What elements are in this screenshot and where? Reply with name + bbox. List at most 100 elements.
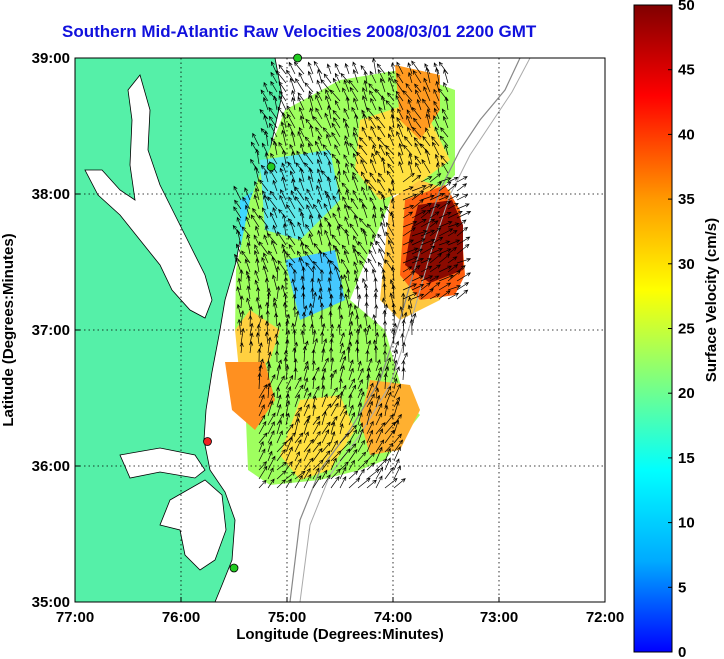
- velocity-arrow: [261, 256, 269, 273]
- velocity-arrow: [321, 357, 329, 372]
- velocity-arrow: [348, 378, 355, 390]
- velocity-arrow: [357, 360, 362, 372]
- velocity-arrow: [406, 109, 413, 120]
- velocity-arrow: [354, 113, 359, 129]
- velocity-arrow: [421, 158, 431, 174]
- velocity-arrow: [291, 278, 296, 291]
- velocity-arrow: [240, 327, 245, 345]
- velocity-arrow: [331, 234, 341, 246]
- velocity-arrow: [357, 422, 363, 435]
- velocity-arrow: [374, 287, 379, 300]
- velocity-arrow: [272, 179, 278, 192]
- velocity-arrow: [328, 310, 333, 327]
- velocity-arrow: [447, 256, 458, 264]
- velocity-arrow: [349, 86, 359, 102]
- velocity-arrow: [347, 205, 359, 219]
- velocity-arrow: [381, 297, 386, 309]
- isobath-line: [299, 58, 531, 602]
- velocity-arrow: [293, 61, 305, 75]
- velocity-arrow: [353, 269, 359, 282]
- velocity-arrow: [344, 122, 350, 138]
- velocity-arrow: [258, 420, 267, 435]
- velocity-arrow: [329, 372, 334, 390]
- velocity-arrow: [438, 221, 453, 228]
- velocity-arrow: [384, 478, 398, 489]
- velocity-arrow: [292, 329, 297, 345]
- velocity-arrow: [330, 431, 336, 444]
- velocity-arrow: [288, 243, 296, 255]
- velocity-arrow: [429, 236, 444, 246]
- velocity-arrow: [442, 115, 449, 129]
- velocity-arrow: [366, 420, 374, 435]
- velocity-arrow: [339, 332, 345, 345]
- velocity-arrow: [345, 189, 350, 201]
- velocity-arrow: [407, 71, 413, 84]
- velocity-arrow: [434, 67, 440, 84]
- velocity-arrow: [303, 162, 314, 174]
- velocity-arrow: [393, 322, 398, 336]
- velocity-arrow: [294, 474, 303, 489]
- velocity-arrow: [313, 203, 323, 219]
- velocity-arrow: [291, 96, 296, 111]
- velocity-arrow: [408, 296, 413, 309]
- velocity-arrow: [339, 432, 350, 444]
- velocity-arrow: [341, 182, 350, 192]
- velocity-arrow: [235, 257, 242, 273]
- velocity-arrow: [378, 190, 386, 201]
- velocity-arrow: [236, 243, 242, 255]
- velocity-arrow: [349, 223, 359, 237]
- velocity-arrow: [393, 446, 401, 462]
- velocity-arrow: [294, 439, 302, 453]
- velocity-arrow: [258, 394, 265, 408]
- velocity-arrow: [366, 468, 380, 480]
- velocity-arrow: [352, 189, 359, 201]
- velocity-arrow: [269, 122, 278, 138]
- velocity-arrow: [368, 135, 377, 147]
- y-tick-label: 37:00: [32, 322, 70, 339]
- velocity-arrow: [344, 135, 350, 147]
- velocity-arrow: [293, 367, 298, 381]
- velocity-arrow: [303, 473, 312, 489]
- velocity-arrow: [330, 357, 335, 372]
- velocity-arrow: [415, 162, 422, 174]
- colorbar: [633, 4, 673, 653]
- velocity-arrow: [456, 236, 471, 246]
- velocity-arrow: [278, 141, 287, 156]
- velocity-arrow: [342, 87, 350, 102]
- colorbar-tick-label: 50: [678, 0, 695, 14]
- velocity-arrow: [348, 429, 358, 444]
- velocity-arrow: [401, 319, 406, 336]
- velocity-arrow: [411, 199, 424, 210]
- velocity-arrow: [294, 451, 300, 462]
- velocity-arrow: [377, 233, 386, 246]
- velocity-arrow: [269, 190, 278, 201]
- velocity-arrow: [378, 248, 386, 264]
- velocity-arrow: [377, 125, 386, 138]
- velocity-arrow: [456, 183, 468, 192]
- velocity-arrow: [290, 131, 296, 147]
- velocity-arrow: [381, 268, 386, 282]
- colorbar-tick-label: 40: [678, 126, 695, 143]
- velocity-arrow: [366, 382, 374, 399]
- velocity-arrow: [420, 288, 434, 300]
- velocity-arrow: [350, 162, 359, 174]
- velocity-arrow: [375, 458, 388, 471]
- velocity-arrow: [249, 332, 254, 345]
- velocity-arrow: [244, 258, 251, 273]
- velocity-arrow: [344, 293, 350, 309]
- velocity-arrow: [297, 236, 305, 246]
- velocity-arrow: [327, 277, 332, 291]
- velocity-arrow: [331, 153, 341, 165]
- velocity-arrow: [339, 423, 344, 435]
- velocity-arrow: [303, 467, 311, 480]
- colorbar-label: Surface Velocity (cm/s): [703, 218, 720, 382]
- velocity-arrow: [402, 211, 414, 219]
- velocity-arrow: [411, 264, 421, 273]
- velocity-arrow: [358, 144, 368, 156]
- velocity-arrow: [303, 448, 311, 462]
- velocity-arrow: [253, 234, 260, 246]
- velocity-arrow: [303, 457, 314, 471]
- velocity-arrow: [429, 264, 441, 273]
- velocity-arrow: [402, 172, 415, 183]
- velocity-arrow: [403, 135, 413, 147]
